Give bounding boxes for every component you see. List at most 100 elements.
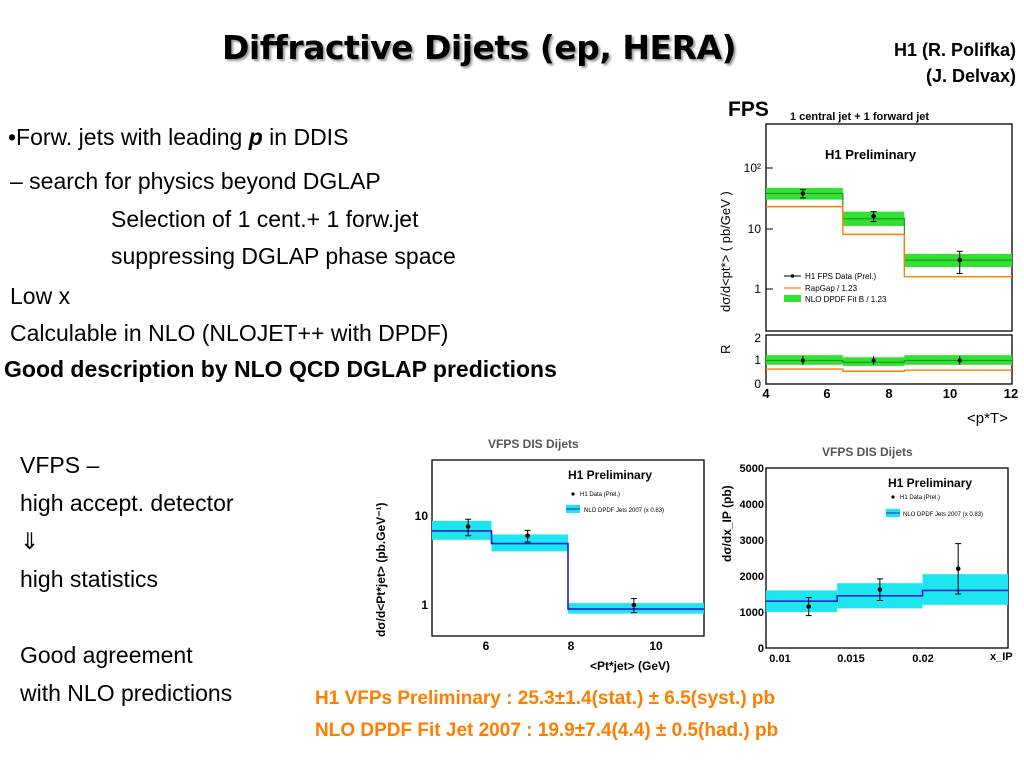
fps-ratio-point — [871, 358, 876, 363]
legend-data-dot — [891, 495, 895, 499]
vfps-xip-ytick: 1000 — [740, 607, 764, 619]
text-selection: Selection of 1 cent.+ 1 forw.jet — [111, 206, 419, 232]
vfps-xip-xtick: 0.015 — [837, 653, 865, 665]
fps-ratio-ylabel: R — [718, 345, 733, 354]
vfps-xip-ytick: 5000 — [740, 463, 764, 475]
fps-xtick: 10 — [943, 386, 957, 401]
bullet-proton-symbol: p — [248, 124, 263, 150]
vfps-line: high accept. detector — [20, 490, 234, 516]
vfps-blank — [20, 598, 234, 636]
credit-line-1: H1 (R. Polifka) — [893, 40, 1016, 60]
vfps-xip-frame — [765, 467, 1009, 649]
vfps-xip-title: VFPS DIS Dijets — [822, 445, 913, 459]
vfps-pt-nlo-line — [432, 530, 704, 610]
vfps-pt-preliminary: H1 Preliminary — [568, 468, 652, 482]
fps-ytick: 10² — [744, 161, 761, 175]
fps-xlabel: <p*T> — [967, 410, 1008, 427]
fps-data-point — [871, 213, 876, 219]
vfps-pt-data-point — [631, 602, 637, 608]
legend-entry: NLO DPDF Jets 2007 (x 0.83) — [584, 508, 664, 514]
fps-ratio-rapgap-line — [766, 368, 1012, 372]
fps-data-point — [800, 191, 806, 196]
fps-chart: FPS 1 central jet + 1 forward jet H1 Pre… — [718, 98, 1018, 427]
vfps-line: VFPS – — [20, 452, 100, 478]
fps-xtick: 6 — [823, 386, 830, 401]
fps-label: FPS — [728, 98, 769, 121]
text-low-x: Low x — [10, 283, 71, 309]
vfps-pt-xtick: 8 — [568, 639, 575, 653]
fps-ratio-point — [800, 358, 805, 363]
vfps-pt-data-point — [465, 524, 471, 529]
vfps-xip-data-points — [805, 543, 962, 617]
text-good-description: Good description by NLO QCD DGLAP predic… — [4, 356, 557, 382]
vfps-line: Good agreement — [20, 642, 193, 668]
bullet-search-physics: – search for physics beyond DGLAP — [10, 168, 381, 194]
fps-nlo-line — [766, 192, 1012, 261]
fps-ylabel: dσ/d<pt*> ( pb/GeV ) — [718, 191, 733, 312]
fps-data-points — [799, 189, 963, 365]
fps-main-frame — [765, 123, 1013, 332]
vfps-pt-chart: VFPS DIS Dijets H1 Preliminary 10 1 6 8 … — [374, 437, 705, 673]
vfps-xip-xtick: 0.01 — [769, 653, 790, 665]
legend-entry: H1 FPS Data (Prel.) — [805, 272, 876, 281]
vfps-xip-chart: VFPS DIS Dijets H1 Preliminary 5000 4000… — [720, 445, 1013, 665]
vfps-xip-data-point — [806, 604, 812, 609]
result-nlo-dpdf: NLO DPDF Fit Jet 2007 : 19.9±7.4(4.4) ± … — [315, 720, 779, 741]
vfps-pt-ylabel: dσ/d<Pt*jet> (pb.GeV⁻¹) — [374, 502, 388, 637]
vfps-xip-nlo-band — [766, 574, 1008, 612]
vfps-xip-legend: H1 Data (Prel.) NLO DPDF Jets 2007 (x 0.… — [886, 495, 983, 518]
fps-rapgap-line — [766, 205, 1012, 278]
fps-ytick: 1 — [754, 282, 761, 296]
credit-line-2: (J. Delvax) — [925, 66, 1016, 86]
vfps-xip-ylabel: dσ/dx_IP (pb) — [720, 485, 734, 562]
vfps-pt-ytick: 1 — [421, 598, 428, 612]
legend-entry: H1 Data (Prel.) — [580, 492, 620, 498]
fps-subtitle: 1 central jet + 1 forward jet — [790, 111, 929, 123]
vfps-xip-ytick: 0 — [758, 643, 764, 655]
vfps-pt-model-line — [432, 530, 704, 610]
down-arrow-icon: ⇓ — [20, 528, 40, 554]
legend-entry: RapGap / 1.23 — [805, 284, 858, 293]
legend-data-dot — [790, 274, 795, 278]
vfps-line: with NLO predictions — [20, 680, 233, 706]
vfps-text-block: VFPS – high accept. detector ⇓ high stat… — [20, 446, 234, 712]
fps-xtick: 8 — [885, 386, 892, 401]
vfps-xip-xtick: 0.02 — [912, 653, 933, 665]
fps-preliminary-label: H1 Preliminary — [825, 147, 917, 162]
legend-entry: H1 Data (Prel.) — [900, 495, 940, 501]
vfps-pt-xtick: 6 — [483, 639, 490, 653]
result-h1-vfps: H1 VFPs Preliminary : 25.3±1.4(stat.) ± … — [315, 688, 776, 709]
fps-ratio-tick: 0 — [754, 377, 761, 391]
fps-xtick: 12 — [1004, 386, 1018, 401]
vfps-xip-ytick: 2000 — [740, 571, 764, 583]
vfps-pt-legend: H1 Data (Prel.) NLO DPDF Jets 2007 (x 0.… — [566, 492, 664, 514]
legend-entry: NLO DPDF Fit B / 1.23 — [805, 295, 887, 304]
bullet-text-prefix: •Forw. jets with leading — [8, 124, 249, 150]
vfps-line: high statistics — [20, 566, 159, 592]
text-calculable-nlo: Calculable in NLO (NLOJET++ with DPDF) — [10, 320, 449, 346]
vfps-pt-title: VFPS DIS Dijets — [488, 437, 579, 451]
vfps-pt-data-point — [525, 533, 530, 539]
bullet-text-suffix: in DDIS — [262, 124, 349, 150]
vfps-xip-xlabel: x_IP — [990, 651, 1013, 663]
vfps-xip-ytick: 3000 — [740, 535, 764, 547]
bullet-forward-jets: •Forw. jets with leading p in DDIS — [8, 124, 348, 151]
legend-nlo-band — [784, 295, 801, 302]
vfps-xip-data-point — [877, 587, 883, 592]
vfps-xip-band-bin — [922, 574, 1008, 605]
vfps-pt-xtick: 10 — [649, 639, 663, 653]
vfps-xip-ytick: 4000 — [740, 499, 764, 511]
fps-xtick: 4 — [762, 386, 770, 401]
fps-legend: H1 FPS Data (Prel.) RapGap / 1.23 NLO DP… — [784, 272, 887, 304]
text-suppressing: suppressing DGLAP phase space — [111, 243, 456, 269]
fps-ratio-tick: 2 — [754, 331, 761, 345]
fps-ytick: 10 — [748, 222, 762, 236]
fps-ratio-tick: 1 — [754, 353, 761, 367]
legend-data-dot — [571, 492, 575, 496]
vfps-pt-data-points — [465, 518, 637, 614]
vfps-pt-ytick: 10 — [415, 509, 429, 523]
vfps-xip-preliminary: H1 Preliminary — [888, 476, 972, 490]
vfps-pt-frame — [431, 459, 705, 637]
fps-data-point — [957, 257, 963, 263]
vfps-pt-xlabel: <Pt*jet> (GeV) — [590, 659, 670, 673]
